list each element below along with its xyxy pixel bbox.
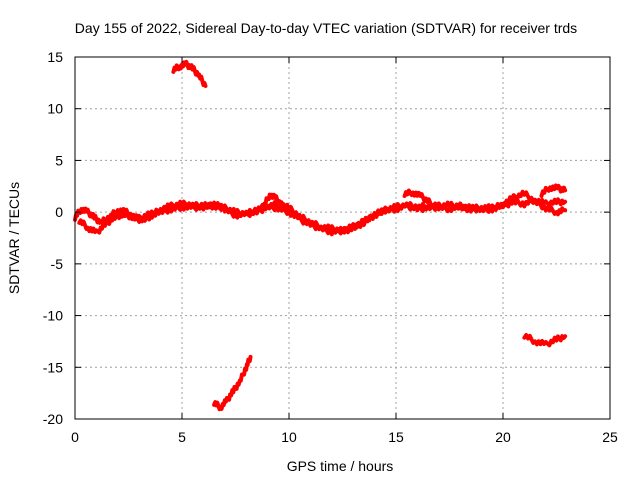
chart-title: Day 155 of 2022, Sidereal Day-to-day VTE…	[75, 20, 577, 36]
x-axis-title: GPS time / hours	[287, 458, 394, 474]
x-tick-label: 5	[178, 429, 186, 445]
x-tick-label: 15	[388, 429, 404, 445]
x-tick-label: 25	[602, 429, 618, 445]
y-tick-label: -10	[43, 308, 63, 324]
trace-arc-low	[212, 354, 253, 412]
grid-lines	[75, 57, 610, 419]
x-tick-label: 0	[71, 429, 79, 445]
trace-upper-22h	[539, 183, 568, 198]
trace-bump-15h	[402, 188, 433, 205]
y-tick-label: 15	[47, 49, 63, 65]
y-tick-label: -15	[43, 359, 63, 375]
y-axis-title: SDTVAR / TECUs	[6, 182, 22, 294]
trace-arc-high	[171, 59, 208, 88]
y-tick-label: -5	[51, 256, 64, 272]
y-tick-label: -20	[43, 411, 63, 427]
x-tick-label: 20	[495, 429, 511, 445]
x-tick-label: 10	[281, 429, 297, 445]
y-tick-label: 5	[55, 152, 63, 168]
data-series	[73, 59, 568, 412]
trace-arc-right	[522, 333, 568, 348]
y-tick-label: 0	[55, 204, 63, 220]
axis-ticks: 0 5 10 15 20 25 15 10 5 0 -5 -10 -15 -20	[43, 49, 618, 445]
trace-main-2	[77, 189, 568, 237]
plot-frame	[74, 56, 611, 420]
y-tick-label: 10	[47, 101, 63, 117]
trace-bump-9h	[261, 192, 291, 213]
